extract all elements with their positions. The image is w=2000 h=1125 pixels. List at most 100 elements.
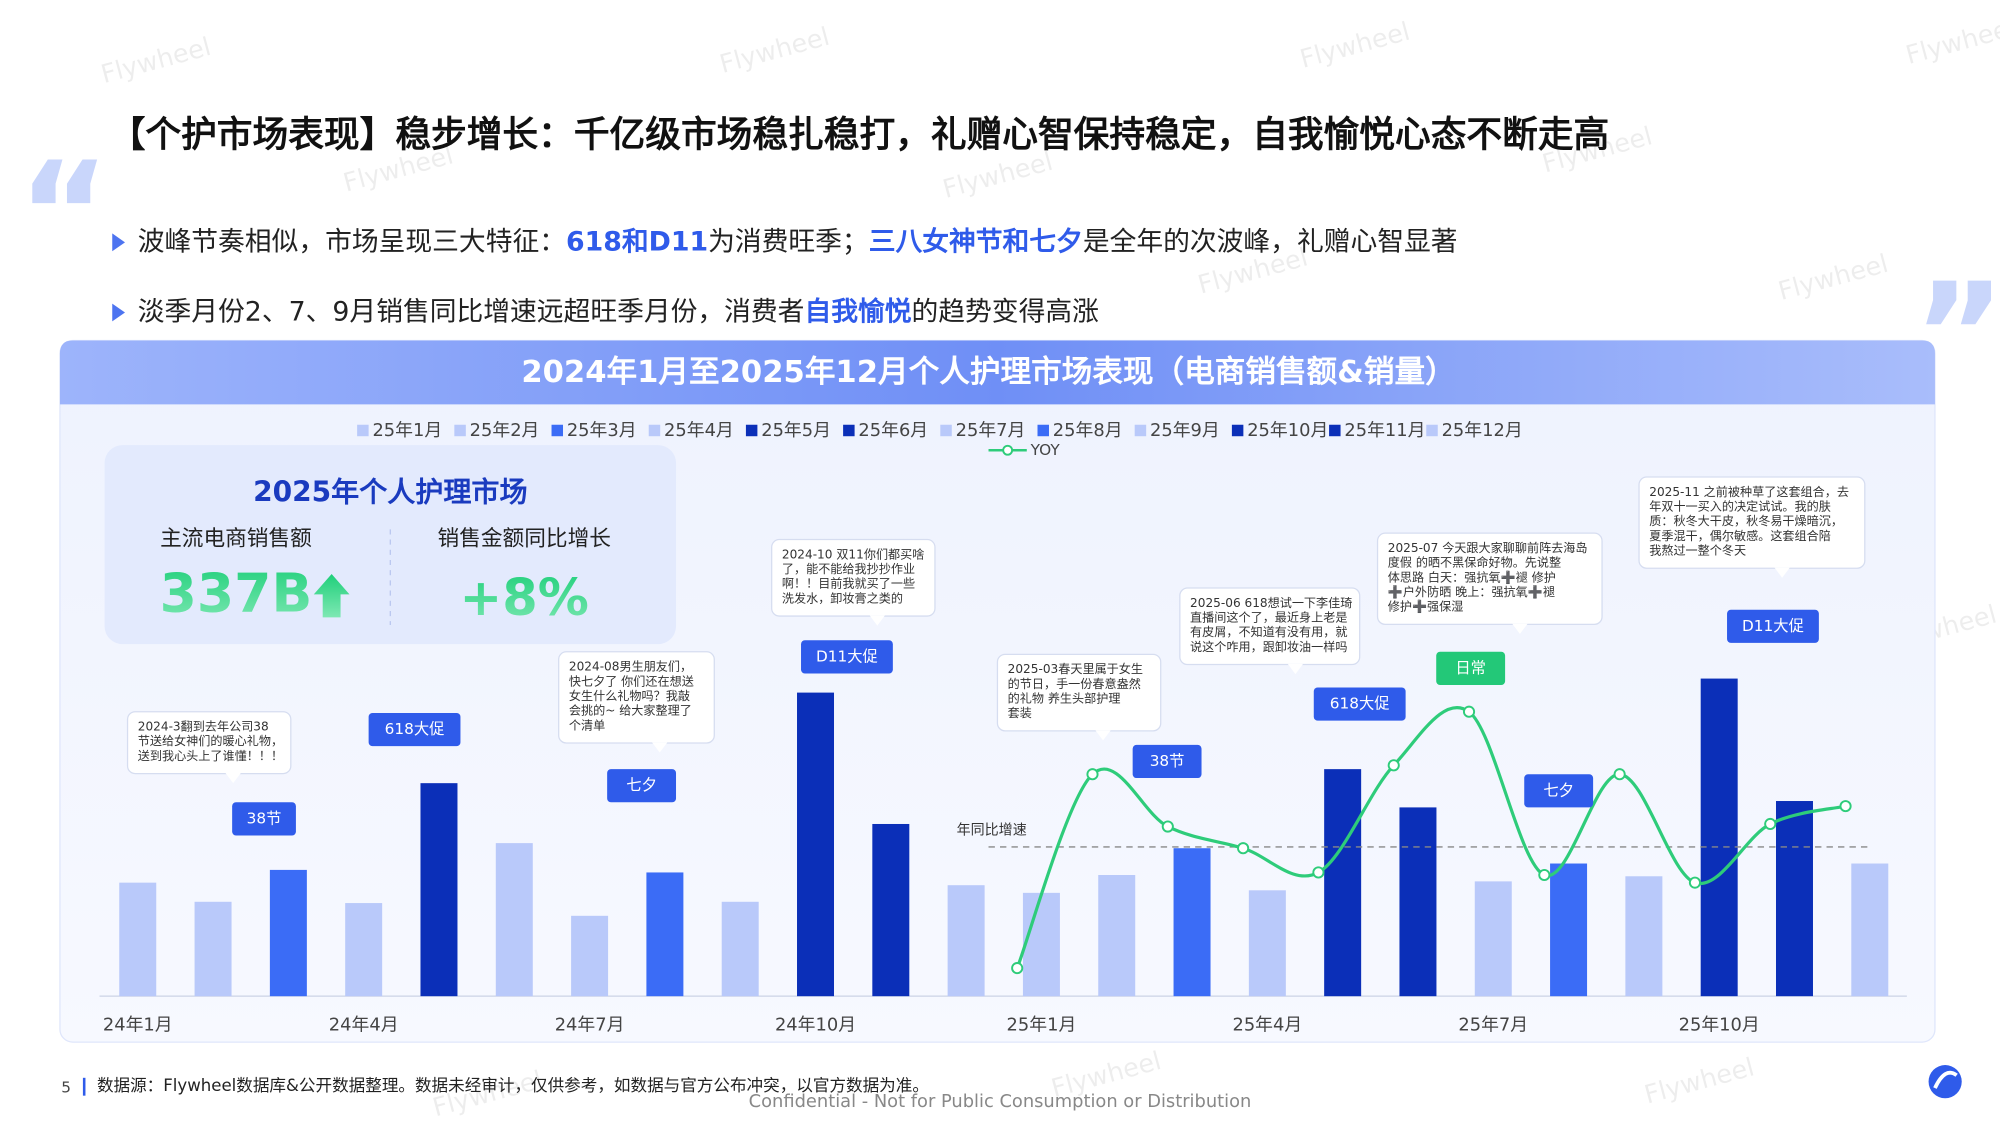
legend-swatch <box>1231 424 1244 437</box>
bar <box>1399 807 1437 997</box>
confidential: Confidential - Not for Public Consumptio… <box>749 1091 1252 1112</box>
comment-line: 我熬过一整个冬天 <box>1649 543 1746 558</box>
comment-bubble <box>1179 587 1361 666</box>
comment-line: 体思路 白天：强抗氧➕褪 修护 <box>1388 569 1556 584</box>
legend-swatch <box>745 424 758 437</box>
comment-line: 2025-11 之前被种草了这套组合，去 <box>1649 484 1849 499</box>
bar <box>1700 678 1738 997</box>
watermark: Flywheel <box>717 22 833 80</box>
legend-label: 25年4月 <box>664 420 734 441</box>
bar <box>1248 890 1286 997</box>
yoy-point <box>1086 768 1099 781</box>
event-tag-label: 618大促 <box>1330 695 1390 713</box>
kpi-value: +8% <box>460 569 589 628</box>
bullet-marker <box>112 303 125 322</box>
kpi-card <box>104 445 677 645</box>
legend-label: 25年10月 <box>1247 420 1328 441</box>
legend-swatch <box>1037 424 1049 437</box>
comment-line: 度假 的晒不黑保命好物。先说整 <box>1388 555 1561 570</box>
bullet-segment: 为消费旺季； <box>708 226 869 257</box>
bullet-marker <box>112 233 125 252</box>
comment-line: 2024-08男生朋友们， <box>569 659 692 674</box>
legend-dot <box>1002 444 1014 456</box>
bar <box>1098 874 1136 997</box>
reference-label: 年同比增速 <box>957 822 1027 838</box>
comment-line: 直播间这个了，最近身上老是 <box>1190 609 1347 624</box>
footer-bar <box>82 1077 86 1096</box>
legend-label: 25年9月 <box>1150 420 1220 441</box>
kpi-label: 销售金额同比增长 <box>438 527 611 552</box>
comment-tail <box>1512 623 1528 634</box>
legend-label: 25年1月 <box>372 420 442 441</box>
bar <box>1173 848 1211 997</box>
source-note: 数据源：Flywheel数据库&公开数据整理。数据未经审计，仅供参考，如数据与官… <box>97 1076 929 1095</box>
kpi-title: 2025年个人护理市场 <box>253 476 527 509</box>
comment-line: 个清单 <box>569 718 605 732</box>
x-tick-label: 25年10月 <box>1679 1015 1760 1036</box>
legend-label: 25年8月 <box>1053 420 1123 441</box>
x-tick-label: 25年1月 <box>1007 1015 1077 1036</box>
event-tag-label: D11大促 <box>816 647 878 665</box>
comment-line: 洗发水，卸妆膏之类的 <box>782 590 903 605</box>
bar <box>797 692 835 997</box>
event-tag <box>801 640 893 674</box>
event-tag-label: 618大促 <box>385 720 445 738</box>
bar <box>420 783 458 997</box>
x-tick-label: 24年1月 <box>103 1015 173 1036</box>
legend-swatch <box>940 424 952 437</box>
bar <box>721 901 759 997</box>
legend-swatch <box>1329 424 1341 437</box>
event-tag <box>607 769 677 803</box>
yoy-point <box>1237 842 1250 855</box>
yoy-point <box>1839 800 1852 813</box>
event-tag-label: 38节 <box>1150 752 1185 770</box>
comment-line: 夏季混干，偶尔敏感。这套组合陪 <box>1649 528 1831 543</box>
yoy-point <box>1161 820 1174 833</box>
comment-line: 送到我心头上了谁懂！！！ <box>138 748 283 763</box>
comment-tail <box>1095 730 1111 741</box>
event-tag <box>232 802 296 836</box>
event-tag <box>1524 774 1594 808</box>
event-tag <box>1727 609 1819 643</box>
logo-mark <box>1933 1070 1958 1089</box>
comment-bubble <box>771 538 936 617</box>
comment-tail <box>225 772 241 784</box>
comment-line: 的礼物 养生头部护理 <box>1008 690 1121 705</box>
comment-tail <box>1287 663 1304 675</box>
bar <box>872 823 910 997</box>
bar <box>194 901 232 997</box>
bar <box>1625 876 1663 997</box>
legend-swatch <box>357 424 369 437</box>
comment-line: 快七夕了 你们还在想送 <box>569 673 694 688</box>
watermark: Flywheel <box>1775 249 1891 307</box>
comment-line: 2025-03春天里属于女生 <box>1008 661 1143 676</box>
event-tag-label: 七夕 <box>1543 781 1574 799</box>
bullet-segment: 淡季月份2、7、9月销售同比增速远超旺季月份，消费者 <box>138 296 805 327</box>
comment-line: 2025-07 今天跟大家聊聊前阵去海岛 <box>1388 540 1588 555</box>
comment-line: 2024-3翻到去年公司38 <box>138 720 269 734</box>
comment-line: 说这个咋用，跟卸妆油一样吗 <box>1190 639 1347 654</box>
chart-title: 2024年1月至2025年12月个人护理市场表现（电商销售额&销量） <box>521 354 1455 390</box>
legend-label: 25年5月 <box>761 420 831 441</box>
yoy-point <box>1387 759 1400 772</box>
yoy-point <box>1462 705 1476 718</box>
yoy-point <box>1613 768 1626 781</box>
comment-line: 修护➕强保湿 <box>1388 599 1464 614</box>
watermark: Flywheel <box>98 32 214 90</box>
bar <box>1324 769 1362 997</box>
bullet-segment: 是全年的次波峰，礼赠心智显著 <box>1083 226 1458 257</box>
comment-line: 有皮屑，不知道有没有用，就 <box>1190 624 1347 639</box>
legend-label: YOY <box>1030 441 1061 459</box>
watermark: Flywheel <box>1297 17 1413 75</box>
legend-label: 25年6月 <box>858 420 928 441</box>
kpi-label: 主流电商销售额 <box>160 527 312 552</box>
watermark: Flywheel <box>1641 1052 1757 1110</box>
comment-line: 的节日，手一份春意盎然 <box>1008 676 1141 691</box>
kpi-value: 337B <box>160 562 313 625</box>
legend-swatch <box>551 424 564 437</box>
page-number: 5 <box>61 1079 71 1097</box>
chart-header <box>59 340 1935 405</box>
event-tag <box>1313 687 1406 721</box>
comment-line: 2025-06 618想试一下李佳琦 <box>1190 595 1352 610</box>
